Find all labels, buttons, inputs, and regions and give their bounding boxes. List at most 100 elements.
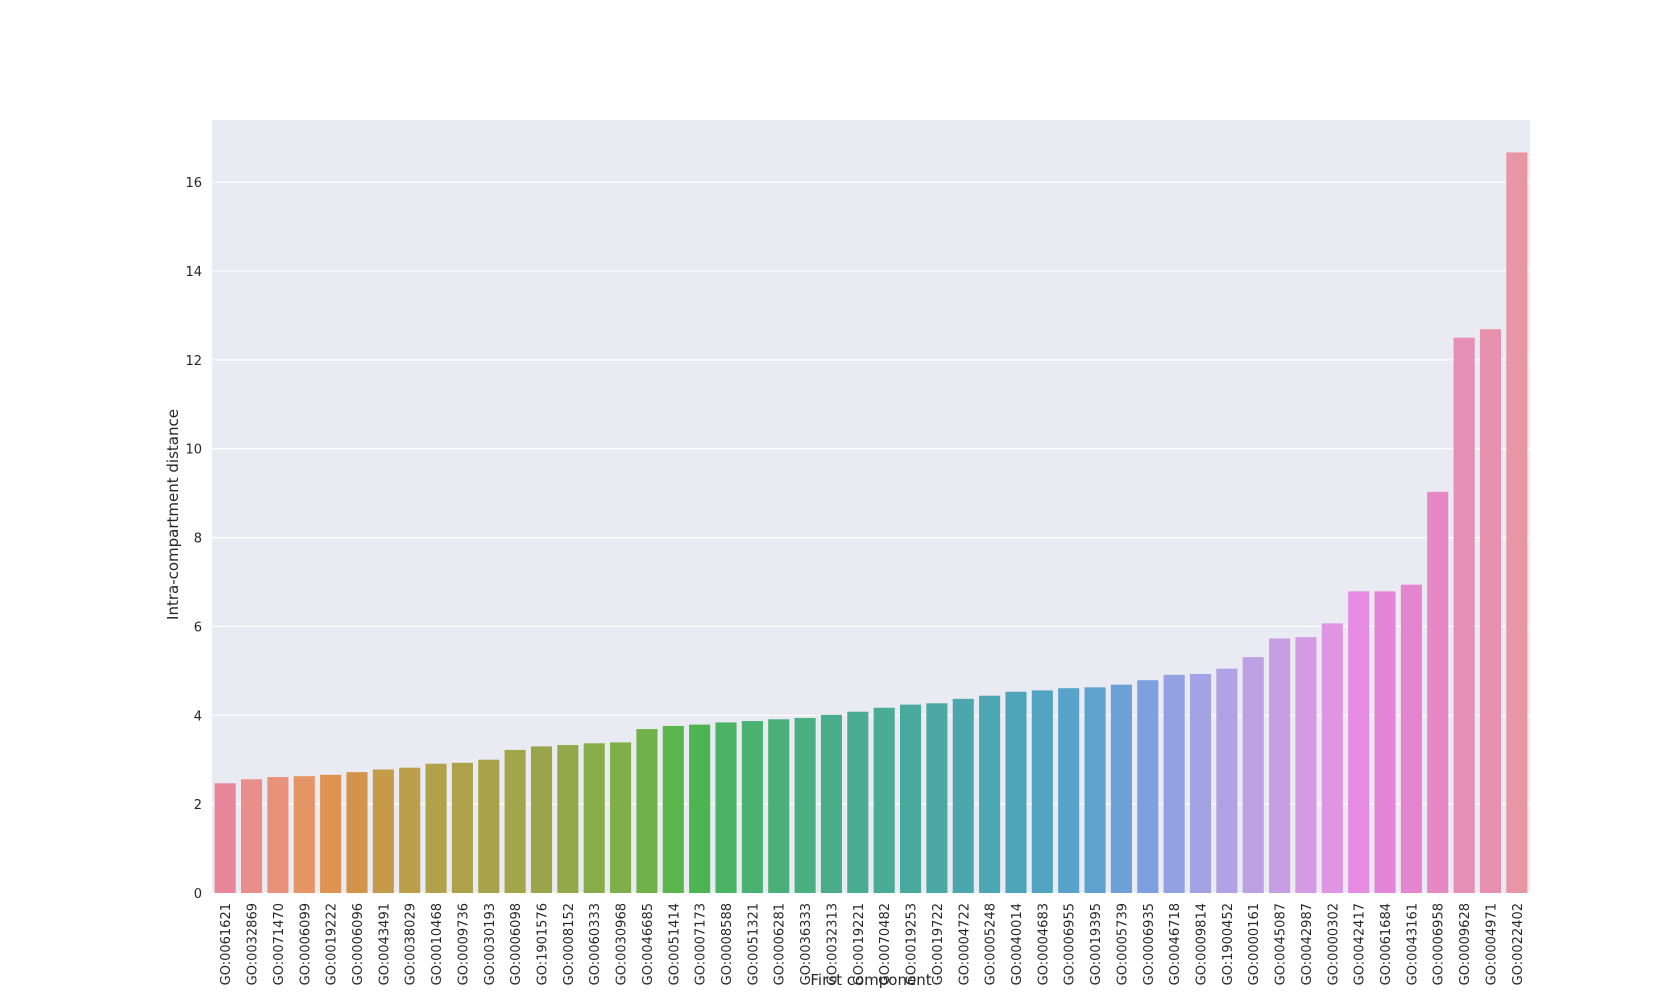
bar-go-0007173 xyxy=(689,724,711,893)
bar-go-0030968 xyxy=(610,742,632,893)
bar-go-0019395 xyxy=(1084,687,1106,893)
y-tick-label: 14 xyxy=(185,265,202,280)
y-tick-labels: 0 2 4 6 8 10 12 14 16 xyxy=(185,176,202,902)
bar-go-0008152 xyxy=(557,745,579,893)
x-tick-label: GO:0004683 xyxy=(1036,903,1051,985)
x-tick-label: GO:1900452 xyxy=(1221,903,1236,985)
bar-go-0019221 xyxy=(847,711,869,893)
x-tick-label: GO:0006935 xyxy=(1142,903,1157,985)
bar-go-1901576 xyxy=(530,746,553,893)
bar-go-0051414 xyxy=(662,725,684,893)
x-tick-label: GO:0061684 xyxy=(1379,903,1394,985)
x-tick-label: GO:0070482 xyxy=(878,903,893,985)
bar-go-0061621 xyxy=(214,783,236,893)
x-tick-label: GO:0006096 xyxy=(351,903,366,985)
x-tick-label: GO:0045087 xyxy=(1274,903,1289,985)
bar-go-0046718 xyxy=(1163,674,1185,893)
x-tick-label: GO:0010468 xyxy=(430,903,445,985)
bar-go-0006935 xyxy=(1137,680,1159,893)
x-tick-label: GO:0006099 xyxy=(298,903,313,985)
bar-go-0070482 xyxy=(873,707,895,893)
x-tick-label: GO:0008588 xyxy=(720,903,735,985)
bar-go-0006096 xyxy=(346,772,368,893)
y-tick-label: 10 xyxy=(185,443,202,458)
bar-go-0006098 xyxy=(504,749,526,893)
bar-go-0005248 xyxy=(979,695,1001,893)
x-tick-label: GO:0000161 xyxy=(1247,903,1262,985)
bar-go-0006099 xyxy=(293,776,315,893)
y-tick-label: 8 xyxy=(194,532,202,547)
bar-go-1900452 xyxy=(1216,668,1238,893)
x-tick-label: GO:0005739 xyxy=(1115,903,1130,985)
bar-go-0006955 xyxy=(1058,688,1080,893)
bar-go-0060333 xyxy=(583,743,605,893)
x-tick-label: GO:0008152 xyxy=(562,903,577,985)
bar-go-0004971 xyxy=(1479,329,1502,893)
bar-go-0006281 xyxy=(768,719,790,893)
bar-go-0006958 xyxy=(1427,491,1449,893)
x-tick-label: GO:0051414 xyxy=(667,903,682,985)
bar-go-0030193 xyxy=(478,759,500,893)
x-tick-label: GO:0006281 xyxy=(773,903,788,985)
x-tick-label: GO:0019722 xyxy=(931,903,946,985)
x-tick-label: GO:0043491 xyxy=(377,903,392,985)
x-tick-label: GO:0019221 xyxy=(852,903,867,985)
x-tick-label: GO:0004971 xyxy=(1484,903,1499,985)
x-tick-label: GO:0022402 xyxy=(1511,903,1526,985)
bar-go-0036333 xyxy=(794,717,816,893)
y-tick-label: 2 xyxy=(194,798,202,813)
bar-go-0019722 xyxy=(926,703,948,893)
bar-go-0042987 xyxy=(1295,637,1317,893)
y-tick-label: 12 xyxy=(185,354,202,369)
bar-go-0061684 xyxy=(1374,591,1396,893)
bar-go-0008588 xyxy=(715,722,737,893)
y-tick-label: 6 xyxy=(194,620,202,635)
bar-go-0042417 xyxy=(1348,591,1370,893)
bar-go-0071470 xyxy=(267,777,289,893)
y-tick-label: 0 xyxy=(194,887,202,902)
x-tick-label: GO:0019222 xyxy=(325,903,340,985)
x-axis-label: First component xyxy=(810,971,931,989)
bar-go-0019222 xyxy=(320,774,342,893)
bar-go-0032313 xyxy=(820,714,843,893)
bar-go-0032869 xyxy=(240,779,263,893)
bar-go-0004683 xyxy=(1031,690,1053,893)
x-tick-label: GO:0032313 xyxy=(825,903,840,985)
bar-go-0022402 xyxy=(1506,152,1528,893)
bar-go-0038029 xyxy=(399,767,421,893)
bar-go-0009628 xyxy=(1453,337,1475,893)
x-tick-label: GO:0006955 xyxy=(1063,903,1078,985)
bar-go-0005739 xyxy=(1110,684,1132,893)
x-tick-label: GO:0046685 xyxy=(641,903,656,985)
bar-go-0000161 xyxy=(1242,657,1264,893)
x-tick-label: GO:0004722 xyxy=(957,903,972,985)
bar-go-0009814 xyxy=(1189,673,1212,893)
x-tick-label: GO:0005248 xyxy=(984,903,999,985)
bar-go-0000302 xyxy=(1321,623,1343,893)
x-tick-label: GO:0051321 xyxy=(746,903,761,985)
x-tick-label: GO:0042417 xyxy=(1353,903,1368,985)
x-tick-label: GO:0019253 xyxy=(905,903,920,985)
x-tick-label: GO:0007173 xyxy=(694,903,709,985)
x-tick-label: GO:0019395 xyxy=(1089,903,1104,985)
x-tick-label: GO:0006958 xyxy=(1432,903,1447,985)
x-tick-label: GO:0040014 xyxy=(1010,903,1025,985)
bar-go-0045087 xyxy=(1269,638,1291,893)
x-tick-label: GO:0038029 xyxy=(404,903,419,985)
x-tick-label: GO:0036333 xyxy=(799,903,814,985)
bar-go-0043161 xyxy=(1400,584,1422,893)
x-tick-label: GO:0009628 xyxy=(1458,903,1473,985)
x-tick-label: GO:0060333 xyxy=(588,903,603,985)
x-tick-label: GO:0071470 xyxy=(272,903,287,985)
x-tick-label: GO:0032869 xyxy=(246,903,261,985)
bar-go-0009736 xyxy=(451,762,473,893)
bar-go-0004722 xyxy=(952,698,974,893)
x-tick-label: GO:0043161 xyxy=(1405,903,1420,985)
x-tick-label: GO:0006098 xyxy=(509,903,524,985)
bar-go-0046685 xyxy=(636,729,658,893)
x-tick-label: GO:0000302 xyxy=(1326,903,1341,985)
x-tick-label: GO:0042987 xyxy=(1300,903,1315,985)
x-tick-label: GO:0061621 xyxy=(219,903,234,985)
x-tick-label: GO:0009736 xyxy=(456,903,471,985)
